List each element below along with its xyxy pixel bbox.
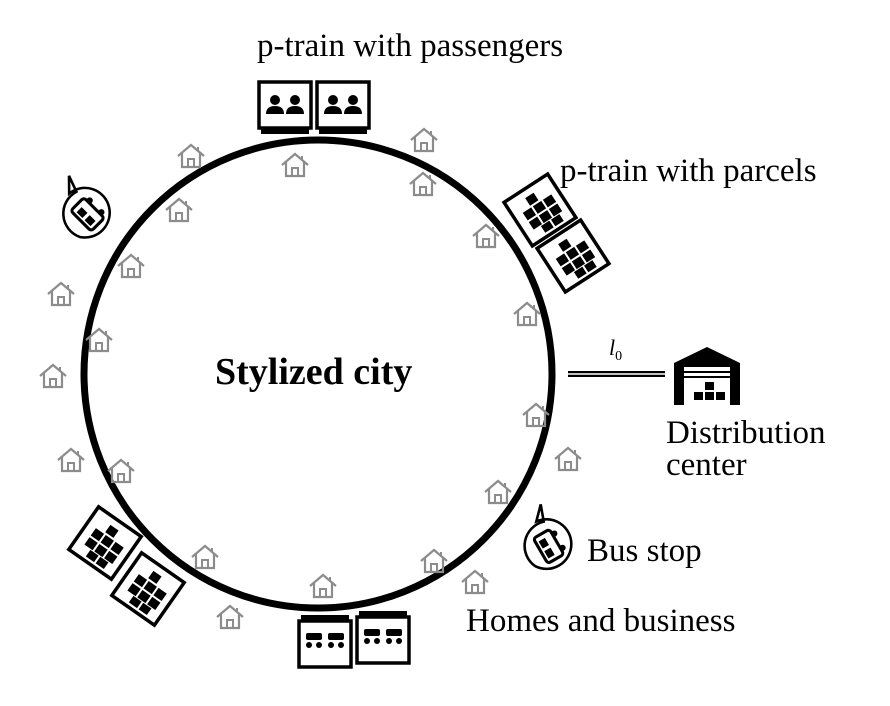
home-icon bbox=[106, 458, 136, 484]
home-icon bbox=[419, 548, 449, 574]
ptrain-parcels-label: p-train with parcels bbox=[560, 153, 817, 189]
home-icon bbox=[408, 171, 438, 197]
home-icon bbox=[116, 253, 146, 279]
distribution-center-label-line1: Distribution bbox=[666, 415, 826, 451]
ptrain-passengers-label: p-train with passengers bbox=[257, 28, 563, 64]
bus-stop-label: Bus stop bbox=[587, 533, 702, 569]
warehouse-icon bbox=[673, 346, 741, 406]
city-title: Stylized city bbox=[215, 351, 412, 393]
home-icon bbox=[38, 363, 68, 389]
home-icon bbox=[46, 281, 76, 307]
homes-label: Homes and business bbox=[466, 603, 735, 639]
link-symbol: l bbox=[609, 335, 615, 360]
home-icon bbox=[483, 479, 513, 505]
home-icon bbox=[56, 447, 86, 473]
bus-icon bbox=[49, 174, 120, 246]
passenger-car-icon bbox=[315, 80, 371, 136]
distribution-center-label-line2: center bbox=[666, 447, 747, 483]
home-icon bbox=[308, 573, 338, 599]
ptrain-parcels-lower bbox=[67, 505, 186, 627]
link-subscript: 0 bbox=[615, 349, 622, 364]
seats-car-icon bbox=[297, 613, 353, 669]
ptrain-parcels bbox=[502, 172, 611, 294]
home-icon bbox=[460, 569, 490, 595]
ptrain-passengers bbox=[257, 80, 371, 136]
home-icon bbox=[521, 402, 551, 428]
home-icon bbox=[215, 604, 245, 630]
home-icon bbox=[164, 197, 194, 223]
home-icon bbox=[190, 544, 220, 570]
ptrain-seats bbox=[297, 609, 411, 669]
home-icon bbox=[512, 301, 542, 327]
passenger-car-icon bbox=[257, 80, 313, 136]
home-icon bbox=[409, 127, 439, 153]
home-icon bbox=[280, 152, 310, 178]
home-icon bbox=[553, 446, 583, 472]
home-icon bbox=[471, 223, 501, 249]
city-ring bbox=[80, 136, 556, 612]
seats-car-icon bbox=[355, 609, 411, 665]
link-length-label: l0 bbox=[609, 335, 622, 364]
bus-icon bbox=[508, 502, 586, 580]
home-icon bbox=[176, 143, 206, 169]
